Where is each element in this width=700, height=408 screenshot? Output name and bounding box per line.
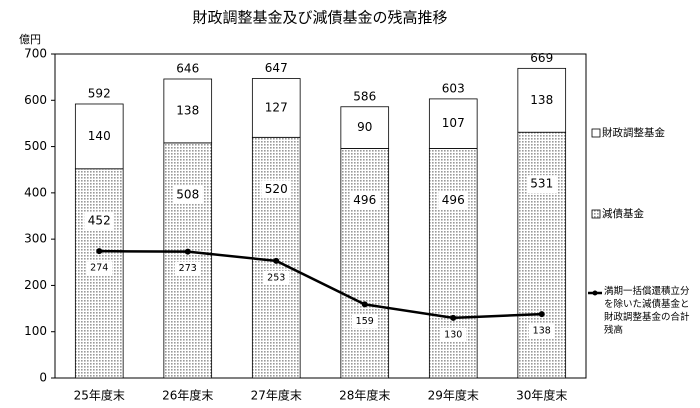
line [99, 249, 542, 320]
value-label: 531 [530, 177, 553, 191]
value-label: 138 [176, 103, 199, 117]
y-tick-label: 100 [24, 324, 47, 338]
x-tick-label: 29年度末 [428, 388, 479, 403]
value-label: 107 [442, 116, 465, 130]
legend-marker [592, 290, 598, 296]
x-tick-label: 26年度末 [162, 388, 213, 403]
label-bg [349, 191, 380, 210]
value-label: 508 [176, 187, 199, 201]
x-tick-label: 27年度末 [251, 388, 302, 403]
legend-swatch [591, 209, 601, 219]
label-bg [351, 314, 378, 329]
line-value-label: 138 [533, 326, 551, 337]
total-label: 603 [442, 81, 465, 95]
label-bg [172, 185, 203, 204]
plot-area [54, 53, 587, 379]
y-tick-label: 600 [24, 93, 47, 107]
line-point [96, 248, 103, 255]
y-tick-label: 0 [39, 371, 47, 385]
y-tick-label: 300 [24, 232, 47, 246]
label-bg [174, 261, 201, 276]
label-bg [528, 324, 555, 339]
y-tick-label: 200 [24, 278, 47, 292]
label-bg [440, 327, 467, 342]
legend-swatch [591, 128, 601, 138]
total-label: 669 [530, 51, 553, 65]
bar-segment [340, 148, 390, 379]
y-tick-label: 400 [24, 185, 47, 199]
y-axis-label: 億円 [19, 33, 41, 46]
value-label: 127 [265, 100, 288, 114]
bar-segment [74, 103, 124, 170]
line-value-label: 274 [90, 263, 108, 274]
total-label: 592 [88, 86, 111, 100]
bar-segment [428, 148, 478, 379]
value-label: 452 [88, 213, 111, 227]
label-bg [84, 211, 115, 230]
line-value-label: 253 [267, 272, 285, 283]
bar-segment [163, 78, 213, 144]
line-value-label: 130 [444, 329, 462, 340]
value-label: 140 [88, 129, 111, 143]
line-value-label: 159 [356, 316, 374, 327]
line-point [184, 248, 191, 255]
label-bg [261, 180, 292, 199]
y-tick-label: 700 [24, 47, 47, 61]
total-label: 586 [353, 89, 376, 103]
x-tick-label: 30年度末 [516, 388, 567, 403]
line-point [361, 301, 368, 308]
label-bg [86, 261, 113, 276]
value-label: 520 [265, 182, 288, 196]
bar-segment [163, 142, 213, 379]
line-point [538, 311, 545, 318]
value-label: 496 [442, 193, 465, 207]
x-tick-label: 25年度末 [74, 388, 125, 403]
value-label: 90 [357, 120, 372, 134]
bar-segment [251, 78, 301, 138]
label-bg [438, 191, 469, 210]
bar-segment [428, 98, 478, 149]
line-point [273, 257, 280, 264]
bar-segment [517, 131, 567, 379]
line-point [450, 314, 457, 321]
value-label: 496 [353, 193, 376, 207]
line-value-label: 273 [179, 263, 197, 274]
value-label: 138 [530, 93, 553, 107]
bar-segment [251, 136, 301, 379]
bar-segment [517, 67, 567, 133]
bar-segment [340, 106, 390, 149]
legend-label: 財政調整基金 [602, 126, 665, 139]
total-label: 646 [176, 61, 199, 75]
y-tick-label: 500 [24, 139, 47, 153]
chart-title: 財政調整基金及び減債基金の残高推移 [192, 9, 447, 27]
label-bg [526, 175, 557, 194]
total-label: 647 [265, 61, 288, 75]
legend-label: 満期一括償還積立分を除いた減債基金と財政調整基金の合計残高 [604, 286, 690, 336]
label-bg [263, 270, 290, 285]
legend-label: 減債基金 [602, 207, 644, 220]
x-tick-label: 28年度末 [339, 388, 390, 403]
